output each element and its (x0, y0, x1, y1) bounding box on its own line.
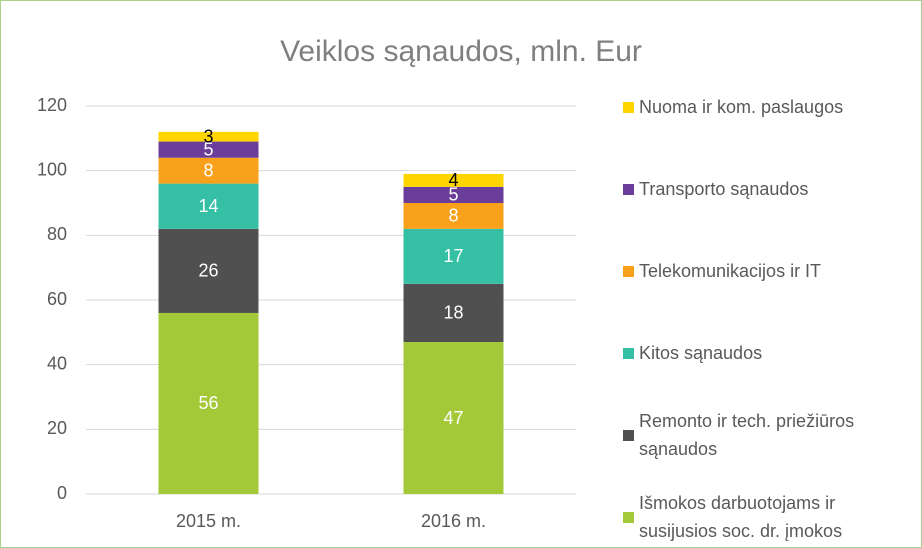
legend-item: Kitos sąnaudos (623, 339, 883, 367)
data-label: 56 (198, 393, 218, 413)
bar-segment (403, 186, 504, 203)
legend-item: Nuoma ir kom. paslaugos (623, 93, 883, 121)
bar-segment (403, 228, 504, 284)
bar-segment (403, 203, 504, 229)
x-tick-label: 2015 m. (176, 511, 241, 531)
bar-segment (403, 173, 504, 187)
data-label: 8 (203, 160, 213, 180)
legend-item: Išmokos darbuotojams ir susijusios soc. … (623, 489, 883, 545)
bar-segment (158, 157, 259, 184)
y-tick-label: 120 (37, 95, 67, 115)
legend-swatch (623, 101, 634, 113)
bar-segment (158, 141, 259, 158)
data-label: 26 (198, 261, 218, 281)
data-label: 14 (198, 196, 218, 216)
legend-swatch (623, 183, 634, 195)
y-tick-label: 80 (47, 224, 67, 244)
bar-segment (158, 228, 259, 313)
y-tick-label: 100 (37, 159, 67, 179)
legend-label: Transporto sąnaudos (639, 179, 809, 199)
legend-label: Nuoma ir kom. paslaugos (639, 97, 844, 117)
legend-item: Remonto ir tech. priežiūros sąnaudos (623, 407, 883, 463)
bar-segment (158, 131, 259, 142)
legend-label: Telekomunikacijos ir IT (639, 261, 822, 281)
legend-item: Transporto sąnaudos (623, 175, 883, 203)
bar-segment (158, 312, 259, 494)
data-label: 4 (448, 170, 458, 190)
y-tick-label: 60 (47, 289, 67, 309)
data-label: 18 (443, 303, 463, 323)
data-label: 47 (443, 408, 463, 428)
bar-segment (403, 342, 504, 494)
data-label: 5 (203, 139, 213, 159)
data-label: 8 (448, 206, 458, 226)
legend-swatch (623, 265, 634, 277)
legend-item: Telekomunikacijos ir IT (623, 257, 883, 285)
legend-swatch (623, 511, 634, 523)
data-label: 5 (448, 185, 458, 205)
legend-label: Remonto ir tech. priežiūros sąnaudos (639, 411, 855, 459)
legend-swatch (623, 429, 634, 441)
y-tick-label: 20 (47, 418, 67, 438)
legend-swatch (623, 347, 634, 359)
x-tick-label: 2016 m. (421, 511, 486, 531)
bar-segment (403, 283, 504, 343)
bar-segment (158, 183, 259, 229)
data-label: 3 (203, 126, 213, 146)
chart-title: Veiklos sąnaudos, mln. Eur (280, 35, 642, 68)
y-tick-label: 0 (57, 483, 67, 503)
legend-label: Išmokos darbuotojams ir susijusios soc. … (639, 493, 843, 541)
legend-label: Kitos sąnaudos (639, 343, 763, 363)
y-tick-label: 40 (47, 353, 67, 373)
data-label: 17 (443, 246, 463, 266)
